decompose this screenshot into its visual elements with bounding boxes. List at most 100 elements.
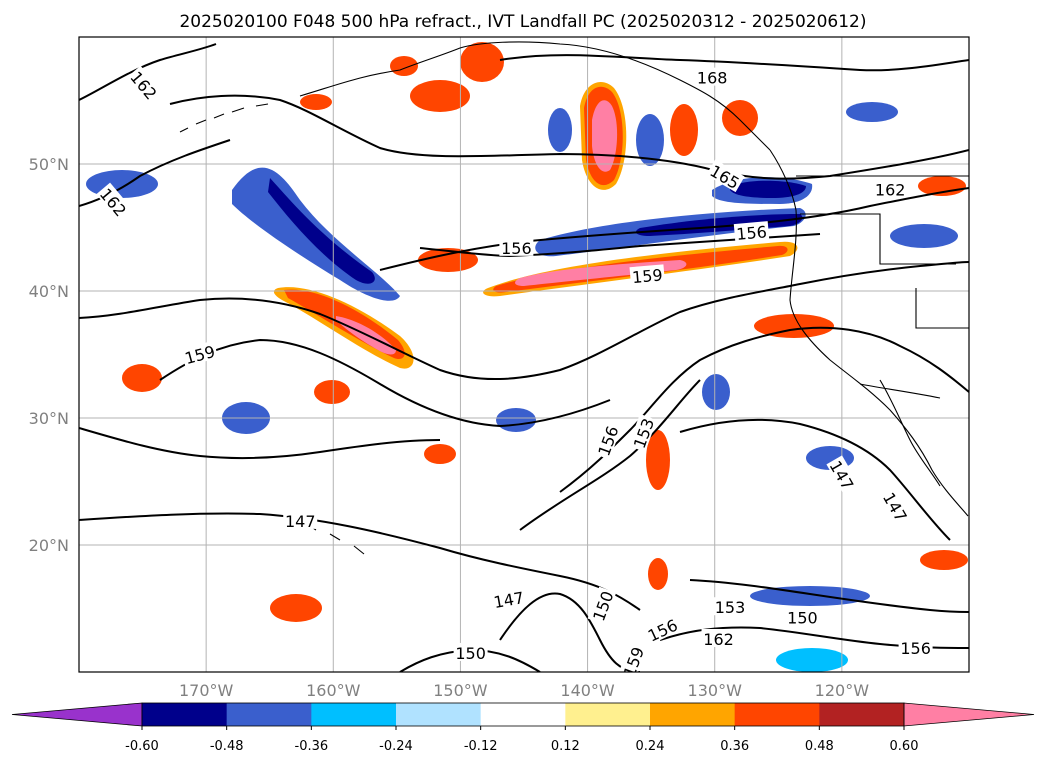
lat-tick-label: 30°N (29, 409, 69, 428)
contour-159-a (79, 261, 969, 380)
svg-text:162: 162 (875, 180, 906, 199)
colorbar-cell (650, 703, 736, 726)
map-frame (78, 36, 970, 673)
shade-blob (460, 42, 504, 82)
colorbar-cell (311, 703, 397, 726)
colorbar-extend-low (11, 702, 143, 727)
svg-text:159: 159 (631, 265, 663, 287)
colorbar-cell (480, 703, 566, 726)
graticule (79, 37, 969, 672)
latitude-tick-labels: 20°N 30°N 40°N 50°N (29, 155, 69, 555)
shade-blob (750, 586, 870, 606)
contour-147-b (679, 418, 951, 541)
contour-label: 153 (712, 597, 747, 617)
contour-label: 147 (490, 586, 527, 612)
shade-blob (670, 104, 698, 156)
shade-blob (754, 314, 834, 338)
contour-153-b (689, 579, 969, 613)
coastline-north-america (769, 149, 969, 517)
contour-label: 162 (701, 628, 736, 649)
contour-label: 156 (898, 637, 933, 658)
colorbar-tick-label: -0.24 (379, 739, 413, 754)
shade-blob (300, 94, 332, 110)
lat-tick-label: 50°N (29, 155, 69, 174)
svg-text:156: 156 (900, 639, 931, 658)
colorbar-tick-labels: -0.60 -0.48 -0.36 -0.24 -0.12 0.12 0.24 0.36 0.4… (125, 726, 918, 754)
colorbar-outline (141, 702, 905, 727)
colorbar-tick-label: 0.12 (551, 739, 580, 754)
contour-label: 159 (629, 264, 665, 287)
shade-negative-nw-core (730, 180, 806, 198)
contour-147-c (499, 592, 641, 672)
lon-tick-label: 170°W (179, 681, 234, 700)
lat-tick-label: 20°N (29, 536, 69, 555)
shade-blob (920, 550, 968, 570)
shade-blob (548, 108, 572, 152)
shade-blob (122, 364, 162, 392)
contour-159-b (159, 338, 611, 428)
lat-tick-label: 40°N (29, 282, 69, 301)
contour-label: 150 (785, 607, 820, 627)
contour-153 (519, 379, 701, 531)
colorbar-cell (565, 703, 651, 726)
colorbar-tick-label: -0.48 (210, 739, 244, 754)
shade-blob (270, 594, 322, 622)
shade-blob (390, 56, 418, 76)
shade-positive-north-peak (592, 100, 618, 172)
svg-text:156: 156 (501, 239, 532, 258)
lon-tick-label: 160°W (306, 681, 361, 700)
contour-156-b (559, 326, 969, 493)
colorbar-tick-label: 0.24 (636, 739, 665, 754)
shade-blob (418, 248, 478, 272)
colorbar-extend-high (903, 702, 1035, 727)
shade-blob (424, 444, 456, 464)
contour-147-a (79, 427, 441, 460)
colorbar-cell (396, 703, 482, 726)
colorbar-tick-label: -0.36 (295, 739, 329, 754)
shade-blob (722, 100, 758, 136)
shade-blob (776, 648, 848, 672)
contour-162-b (79, 139, 231, 207)
colorbar-tick-label: 0.48 (805, 739, 834, 754)
svg-text:156: 156 (736, 222, 768, 244)
contour-165 (169, 94, 969, 180)
contour-label: 162 (873, 179, 908, 199)
svg-text:147: 147 (285, 512, 316, 531)
colorbar-cell (819, 703, 905, 726)
colorbar-tick-label: -0.60 (125, 739, 159, 754)
shade-blob (646, 430, 670, 490)
contour-150 (79, 512, 641, 611)
svg-text:168: 168 (697, 69, 728, 88)
colorbar-tick-label: 0.60 (890, 739, 919, 754)
contour-label: 156 (499, 237, 534, 258)
contour-162-a (79, 43, 217, 101)
chart-title: 2025020100 F048 500 hPa refract., IVT La… (179, 12, 866, 32)
svg-text:150: 150 (787, 608, 818, 627)
islands-aleutian (179, 103, 269, 133)
svg-text:162: 162 (703, 630, 734, 649)
shade-blob (890, 224, 958, 248)
shade-blob (846, 102, 898, 122)
shade-blob (496, 408, 536, 432)
colorbar-cell (142, 703, 228, 726)
border-mexico (859, 383, 941, 399)
shade-blob (314, 380, 350, 404)
colorbar-tick-label: -0.12 (464, 739, 498, 754)
contour-162-c (379, 187, 969, 271)
lon-tick-label: 130°W (688, 681, 743, 700)
contour-label: 147 (283, 510, 318, 531)
colorbar-cell (226, 703, 312, 726)
lon-tick-label: 120°W (815, 681, 870, 700)
shade-blob (702, 374, 730, 410)
contour-label: 150 (453, 642, 488, 663)
contour-label: 168 (695, 67, 730, 88)
lon-tick-label: 140°W (560, 681, 615, 700)
svg-text:150: 150 (455, 644, 486, 663)
colorbar-cell (734, 703, 820, 726)
shade-negative-diagonal-core (268, 178, 375, 284)
shade-blob (648, 558, 668, 590)
colorbar (11, 702, 1035, 727)
